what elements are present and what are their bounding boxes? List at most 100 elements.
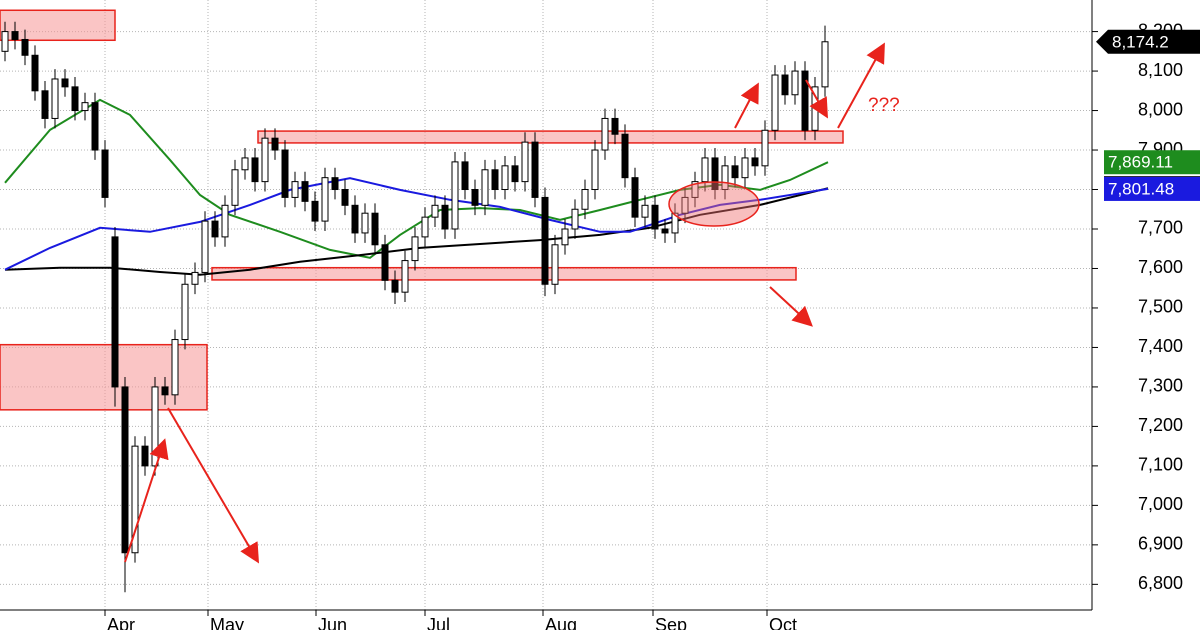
- y-tick-label: 7,700: [1138, 218, 1183, 238]
- x-tick-label: Sep: [655, 615, 687, 630]
- candle-body: [631, 177, 639, 218]
- candle-body: [321, 177, 329, 222]
- candle-body: [171, 339, 179, 396]
- arrow: [769, 286, 813, 327]
- x-tick-label: May: [210, 615, 244, 630]
- price-tag-label: 7,801.48: [1108, 179, 1174, 198]
- x-tick-label: Jun: [318, 615, 347, 630]
- candle-body: [731, 165, 739, 179]
- y-tick-label: 7,100: [1138, 455, 1183, 475]
- candle-body: [821, 41, 829, 88]
- candle-body: [231, 169, 239, 206]
- x-tick-label: Apr: [107, 615, 135, 630]
- candle-body: [221, 204, 229, 238]
- candle-body: [411, 236, 419, 262]
- candle-body: [551, 244, 559, 285]
- candle-body: [651, 204, 659, 230]
- candle-body: [211, 220, 219, 238]
- candle-body: [261, 137, 269, 183]
- zone: [211, 266, 797, 281]
- candle-body: [401, 260, 409, 293]
- candle-body: [801, 70, 809, 131]
- candle-body: [781, 74, 789, 96]
- candle-body: [771, 74, 779, 131]
- annotation-arrows: ???: [124, 42, 900, 564]
- candle-body: [611, 117, 619, 135]
- candle-body: [81, 102, 89, 112]
- candle-body: [431, 204, 439, 218]
- candle-body: [451, 161, 459, 230]
- candle-body: [131, 445, 139, 554]
- candle-body: [71, 86, 79, 112]
- candle-body: [681, 196, 689, 214]
- arrow: [124, 438, 169, 563]
- annotation-text: ???: [868, 95, 900, 116]
- y-tick-label: 8,100: [1138, 60, 1183, 80]
- candle-body: [331, 177, 339, 191]
- candle-body: [461, 161, 469, 191]
- candle-body: [621, 133, 629, 179]
- candle-body: [41, 90, 49, 119]
- candle-body: [31, 54, 39, 92]
- candle-body: [671, 212, 679, 234]
- candle-body: [421, 216, 429, 238]
- candle-body: [111, 236, 119, 388]
- candle-body: [141, 445, 149, 467]
- candle-body: [1, 31, 9, 52]
- price-tag: [1104, 150, 1200, 175]
- y-tick-label: 7,300: [1138, 376, 1183, 396]
- candle-body: [591, 149, 599, 191]
- candle-body: [351, 204, 359, 234]
- x-tick-label: Oct: [769, 615, 797, 630]
- candle-body: [791, 70, 799, 96]
- y-tick-label: 6,900: [1138, 534, 1183, 554]
- candle-body: [341, 189, 349, 206]
- candle-body: [161, 386, 169, 396]
- candle-body: [571, 208, 579, 230]
- candle-body: [11, 31, 19, 40]
- y-tick-label: 7,000: [1138, 494, 1183, 514]
- candle-body: [581, 189, 589, 210]
- candle-body: [271, 137, 279, 151]
- candle-body: [491, 169, 499, 191]
- candle-body: [151, 386, 159, 467]
- candle-body: [541, 196, 549, 285]
- candle-body: [101, 149, 109, 198]
- candle-body: [51, 78, 59, 119]
- y-tick-label: 7,400: [1138, 336, 1183, 356]
- candle-body: [301, 181, 309, 202]
- candle-body: [481, 169, 489, 206]
- candle-body: [311, 200, 319, 222]
- candle-body: [721, 165, 729, 191]
- candle-body: [191, 271, 199, 285]
- price-tag-label: 7,869.11: [1108, 153, 1173, 172]
- candle-body: [761, 129, 769, 167]
- candle-body: [251, 157, 259, 183]
- candle-body: [381, 244, 389, 281]
- y-tick-label: 8,000: [1138, 99, 1183, 119]
- candle-body: [181, 283, 189, 341]
- candle-body: [531, 141, 539, 198]
- candle-body: [711, 157, 719, 191]
- arrow: [167, 407, 260, 564]
- candle-body: [661, 228, 669, 234]
- candle-body: [391, 279, 399, 293]
- price-tag: [1096, 29, 1200, 54]
- candle-body: [121, 386, 129, 554]
- candle-body: [241, 157, 249, 171]
- candle-body: [91, 102, 99, 151]
- candle-body: [471, 189, 479, 206]
- candle-body: [441, 204, 449, 230]
- candle-body: [361, 212, 369, 234]
- candle-body: [601, 117, 609, 151]
- arrow: [734, 82, 759, 129]
- y-tick-label: 7,600: [1138, 257, 1183, 277]
- arrow: [805, 79, 828, 119]
- y-tick-label: 7,200: [1138, 415, 1183, 435]
- candle-body: [61, 78, 69, 88]
- candle-body: [561, 228, 569, 246]
- candle-body: [691, 181, 699, 198]
- highlight-ellipse: [668, 181, 760, 227]
